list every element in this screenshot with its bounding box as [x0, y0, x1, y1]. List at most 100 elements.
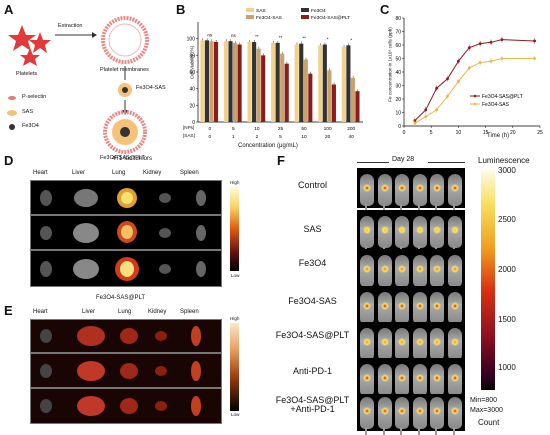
f-group-fe3o4: Fe3O4 [298, 258, 327, 268]
luminescence-spot [415, 265, 424, 273]
b-nps-label: 10 [254, 126, 260, 132]
luminescence-spot [398, 338, 406, 346]
f-max: Max=3000 [470, 407, 503, 414]
f-group-fe3o4-sas: Fe3O4-SAS [288, 296, 337, 306]
mouse [395, 216, 409, 254]
c-series-line [414, 39, 535, 121]
mouse [412, 174, 427, 212]
d-row-3 [30, 250, 222, 287]
mouse [360, 364, 374, 402]
mouse [447, 216, 462, 254]
b-sas-label: 0 [208, 134, 211, 140]
b-bar [252, 42, 257, 122]
b-legend-swatch [301, 15, 309, 19]
b-nps-label: 5 [232, 126, 235, 132]
luminescence-spot [415, 374, 424, 382]
b-bar [228, 41, 233, 122]
b-bar [331, 84, 336, 122]
luminescence-spot [398, 302, 406, 310]
f-colorbar-ticks: 3000 2500 2000 1500 1000 [498, 166, 538, 390]
b-bar [303, 59, 308, 122]
b-bar [256, 48, 261, 122]
mouse [430, 397, 444, 435]
luminescence-spot [398, 184, 406, 192]
c-legend-label: Fe3O4-SAS [482, 102, 510, 108]
b-nps-label: 50 [301, 126, 307, 132]
e-heart-label: Heart [33, 309, 48, 315]
mouse [360, 216, 374, 254]
b-bar [294, 44, 299, 122]
b-sas-label: 1 [232, 134, 235, 140]
b-bar [247, 42, 252, 122]
luminescence-spot [450, 184, 459, 192]
c-xtick-label: 0 [403, 130, 406, 136]
b-legend-label: Fe3O4-SAS [256, 15, 282, 21]
e-organ-labels: Heart Liver Lung Kidney Spleen [28, 309, 228, 319]
b-bar [327, 70, 332, 122]
d-row-1 [30, 180, 222, 215]
b-bar [350, 77, 355, 122]
luminescence-spot [433, 374, 441, 382]
luminescence-spot [380, 338, 389, 346]
luminescence-spot [450, 265, 459, 273]
b-sas-label: 40 [349, 134, 355, 140]
b-bar [284, 63, 289, 122]
luminescence-spot [398, 226, 406, 234]
f-day: Day 28 [392, 156, 415, 163]
mouse [447, 255, 462, 293]
mouse [395, 364, 409, 402]
b-nps-label: 200 [347, 126, 355, 132]
mouse [412, 397, 427, 435]
b-bar [271, 42, 276, 123]
b-bar [232, 42, 238, 123]
c-ytick-label: 80 [395, 16, 401, 22]
b-sig-label: ** [255, 34, 259, 39]
luminescence-spot [363, 184, 371, 192]
d-title: 4T1-luc tumors [112, 156, 153, 162]
panel-d-letter: D [4, 153, 14, 168]
b-legend-label: Fe3O4 [311, 8, 326, 14]
d-lung-label: Lung [112, 170, 126, 176]
b-ytick-label: 20 [189, 103, 195, 109]
luminescence-spot [433, 302, 441, 310]
b-bar [213, 42, 219, 122]
e-row-2 [30, 353, 222, 388]
d-liver-label: Liver [72, 170, 86, 176]
b-xlabel: Concentration (μg/mL) [238, 143, 298, 149]
panel-c-letter: C [380, 2, 390, 17]
f-day-line [357, 162, 389, 163]
b-sig-label: ns [207, 32, 213, 37]
luminescence-spot [450, 374, 459, 382]
b-bar [308, 73, 313, 122]
e-kidney-label: Kidney [148, 309, 167, 315]
b-sas-label: 10 [301, 134, 307, 140]
c-legend-marker [473, 94, 477, 98]
luminescence-spot [415, 407, 424, 415]
b-sig-label: ns [231, 33, 237, 38]
platelets-icon [8, 25, 51, 66]
c-xtick-label: 25 [537, 130, 543, 136]
c-ytick-label: 60 [395, 43, 401, 49]
b-bar [355, 91, 360, 122]
b-nps-label: 0 [208, 126, 211, 132]
e-row-1 [30, 319, 222, 353]
f-day-line-right [428, 162, 465, 163]
luminescence-spot [398, 374, 406, 382]
luminescence-spot [398, 407, 406, 415]
c-legend-label: Fe3O4-SAS@PLT [482, 94, 523, 100]
mouse [430, 255, 444, 293]
c-ylabel: Fe concentration in 1x10⁶ cells (ppb) [387, 27, 393, 102]
mouse [430, 328, 444, 366]
e-high: High [230, 316, 240, 321]
luminescence-spot [450, 226, 459, 234]
c-ytick-label: 30 [395, 84, 401, 90]
luminescence-spot [450, 407, 459, 415]
b-bar [204, 40, 210, 123]
c-xlabel: Time (h) [487, 133, 510, 139]
f-group-combo: Fe3O4-SAS@PLT +Anti-PD-1 [275, 395, 350, 414]
mouse [395, 255, 409, 293]
c-ytick-label: 40 [395, 70, 401, 76]
b-legend-swatch [246, 8, 254, 12]
f-mice-sas [357, 210, 465, 254]
c-xtick-label: 5 [430, 130, 433, 136]
